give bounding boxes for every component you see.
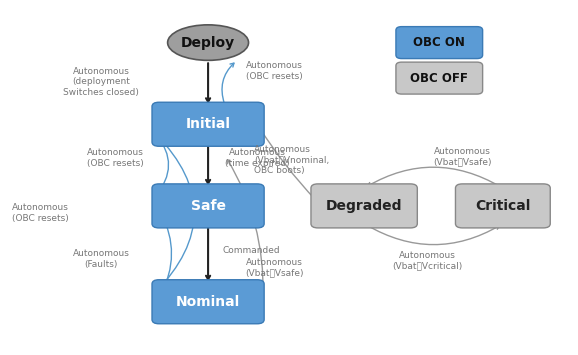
Text: Critical: Critical	[475, 199, 531, 213]
Text: OBC ON: OBC ON	[413, 36, 465, 49]
Text: Autonomous
(Vbat〉Vnominal,
OBC boots): Autonomous (Vbat〉Vnominal, OBC boots)	[254, 145, 329, 175]
FancyBboxPatch shape	[455, 184, 550, 228]
Text: Autonomous
(time expired): Autonomous (time expired)	[225, 148, 290, 168]
FancyBboxPatch shape	[152, 184, 264, 228]
FancyBboxPatch shape	[396, 62, 483, 94]
Ellipse shape	[168, 25, 249, 60]
Text: Initial: Initial	[186, 117, 231, 131]
Text: Autonomous
(OBC resets): Autonomous (OBC resets)	[246, 61, 303, 81]
Text: OBC OFF: OBC OFF	[410, 72, 468, 84]
Text: Autonomous
(OBC resets): Autonomous (OBC resets)	[87, 148, 144, 168]
Text: Autonomous
(Vbat〉Vsafe): Autonomous (Vbat〉Vsafe)	[433, 147, 492, 166]
Text: Autonomous
(Vbat〈Vsafe): Autonomous (Vbat〈Vsafe)	[245, 258, 304, 278]
FancyBboxPatch shape	[311, 184, 417, 228]
FancyBboxPatch shape	[152, 102, 264, 146]
Text: Safe: Safe	[191, 199, 225, 213]
Text: Autonomous
(deployment
Switches closed): Autonomous (deployment Switches closed)	[63, 67, 139, 97]
Text: Nominal: Nominal	[176, 295, 240, 309]
Text: Commanded: Commanded	[223, 246, 280, 255]
Text: Degraded: Degraded	[326, 199, 402, 213]
Text: Autonomous
(Vbat〈Vcritical): Autonomous (Vbat〈Vcritical)	[392, 251, 463, 271]
Text: Autonomous
(OBC resets): Autonomous (OBC resets)	[12, 203, 69, 223]
FancyBboxPatch shape	[152, 280, 264, 324]
Text: Deploy: Deploy	[181, 36, 235, 50]
Text: Autonomous
(Faults): Autonomous (Faults)	[73, 250, 129, 269]
FancyBboxPatch shape	[396, 27, 483, 59]
